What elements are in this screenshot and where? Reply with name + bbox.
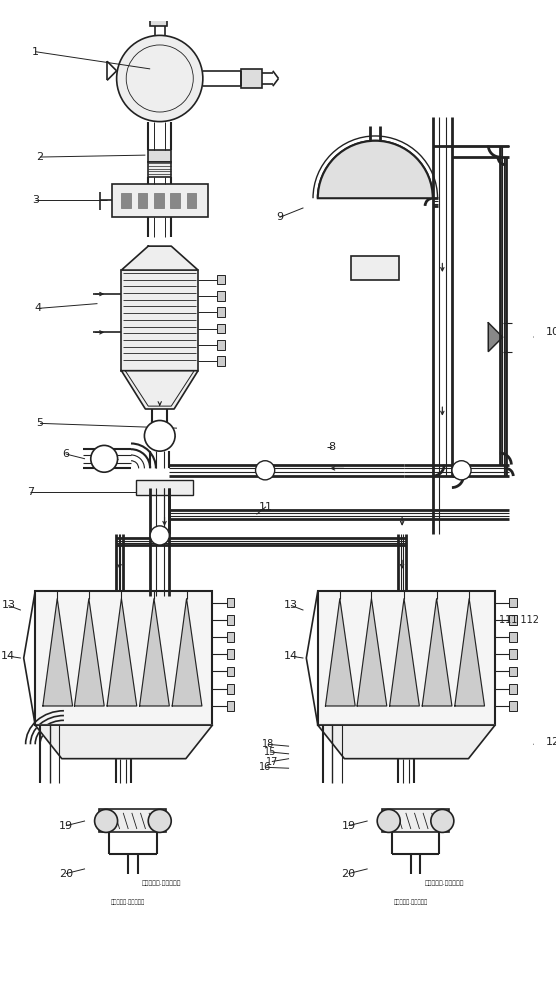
Bar (509, 615, 517, 625)
Text: 12: 12 (545, 737, 556, 747)
Bar (241, 69, 262, 88)
Bar (351, 256, 399, 280)
Bar (187, 193, 196, 208)
Bar (382, 809, 449, 832)
Bar (35, 591, 212, 725)
Polygon shape (140, 599, 170, 706)
Bar (227, 598, 235, 607)
Bar (509, 701, 517, 711)
Text: 13: 13 (261, 467, 270, 473)
Text: 输灰螺旋机.斗式升降机: 输灰螺旋机.斗式升降机 (142, 880, 181, 886)
Bar (227, 701, 235, 711)
Text: 4: 4 (34, 303, 42, 313)
Text: 10: 10 (545, 327, 556, 337)
Bar (217, 340, 225, 350)
Polygon shape (35, 725, 212, 759)
Bar (509, 649, 517, 659)
Bar (318, 591, 495, 725)
Text: 7: 7 (27, 487, 34, 497)
Circle shape (452, 461, 471, 480)
Bar (217, 356, 225, 366)
Text: 输灰螺旋机.斗式升降机: 输灰螺旋机.斗式升降机 (394, 900, 428, 905)
Text: 14: 14 (457, 467, 466, 473)
Polygon shape (107, 599, 137, 706)
Bar (509, 684, 517, 694)
Bar (227, 667, 235, 676)
Bar (154, 193, 163, 208)
Bar (100, 809, 166, 832)
Text: 20: 20 (59, 869, 73, 879)
Text: 输灰螺旋机.斗式升降机: 输灰螺旋机.斗式升降机 (425, 880, 464, 886)
Bar (121, 193, 131, 208)
Polygon shape (357, 599, 387, 706)
Polygon shape (455, 599, 484, 706)
Bar (148, 150, 171, 162)
Bar (170, 193, 180, 208)
Text: 3: 3 (32, 195, 39, 205)
Circle shape (256, 461, 275, 480)
Text: 17: 17 (266, 757, 278, 767)
Bar (227, 649, 235, 659)
Bar (121, 270, 198, 371)
Wedge shape (117, 35, 203, 122)
Text: 2: 2 (37, 152, 43, 162)
Text: 19: 19 (341, 821, 355, 831)
Text: 9: 9 (276, 212, 283, 222)
Text: 14: 14 (1, 651, 16, 661)
Polygon shape (43, 599, 73, 706)
Bar (217, 275, 225, 284)
Polygon shape (172, 599, 202, 706)
Bar (138, 193, 147, 208)
Circle shape (150, 526, 170, 545)
Text: 12: 12 (155, 532, 164, 538)
Polygon shape (422, 599, 452, 706)
Text: 19: 19 (59, 821, 73, 831)
Polygon shape (121, 371, 198, 409)
Bar (227, 684, 235, 694)
Text: 20: 20 (341, 869, 355, 879)
Bar (136, 480, 193, 495)
Text: 13: 13 (284, 600, 298, 610)
Bar (227, 632, 235, 642)
Text: 111 112: 111 112 (499, 615, 539, 625)
Text: 14: 14 (284, 651, 298, 661)
Text: 输灰螺旋机.斗式升降机: 输灰螺旋机.斗式升降机 (111, 900, 145, 905)
Polygon shape (390, 599, 419, 706)
Text: 5: 5 (37, 418, 43, 428)
Text: 13: 13 (1, 600, 16, 610)
Text: 6: 6 (62, 449, 70, 459)
Bar (217, 324, 225, 333)
Bar (227, 615, 235, 625)
Text: 15: 15 (264, 747, 276, 757)
Text: 18: 18 (262, 739, 274, 749)
Text: 8: 8 (329, 442, 336, 452)
Wedge shape (318, 141, 433, 198)
Text: 16: 16 (259, 762, 271, 772)
Circle shape (95, 809, 117, 832)
Bar (217, 291, 225, 301)
Bar (148, 162, 171, 177)
Polygon shape (325, 599, 355, 706)
Bar (217, 307, 225, 317)
Circle shape (148, 809, 171, 832)
Bar (509, 598, 517, 607)
Circle shape (431, 809, 454, 832)
Polygon shape (488, 323, 503, 352)
Bar (112, 184, 207, 217)
Bar (509, 632, 517, 642)
Polygon shape (121, 246, 198, 270)
Polygon shape (318, 725, 495, 759)
Bar (150, 16, 167, 26)
Bar (509, 667, 517, 676)
Circle shape (377, 809, 400, 832)
Circle shape (91, 445, 117, 472)
Text: 11: 11 (259, 502, 273, 512)
Polygon shape (75, 599, 104, 706)
Text: 1: 1 (32, 47, 39, 57)
Circle shape (145, 420, 175, 451)
